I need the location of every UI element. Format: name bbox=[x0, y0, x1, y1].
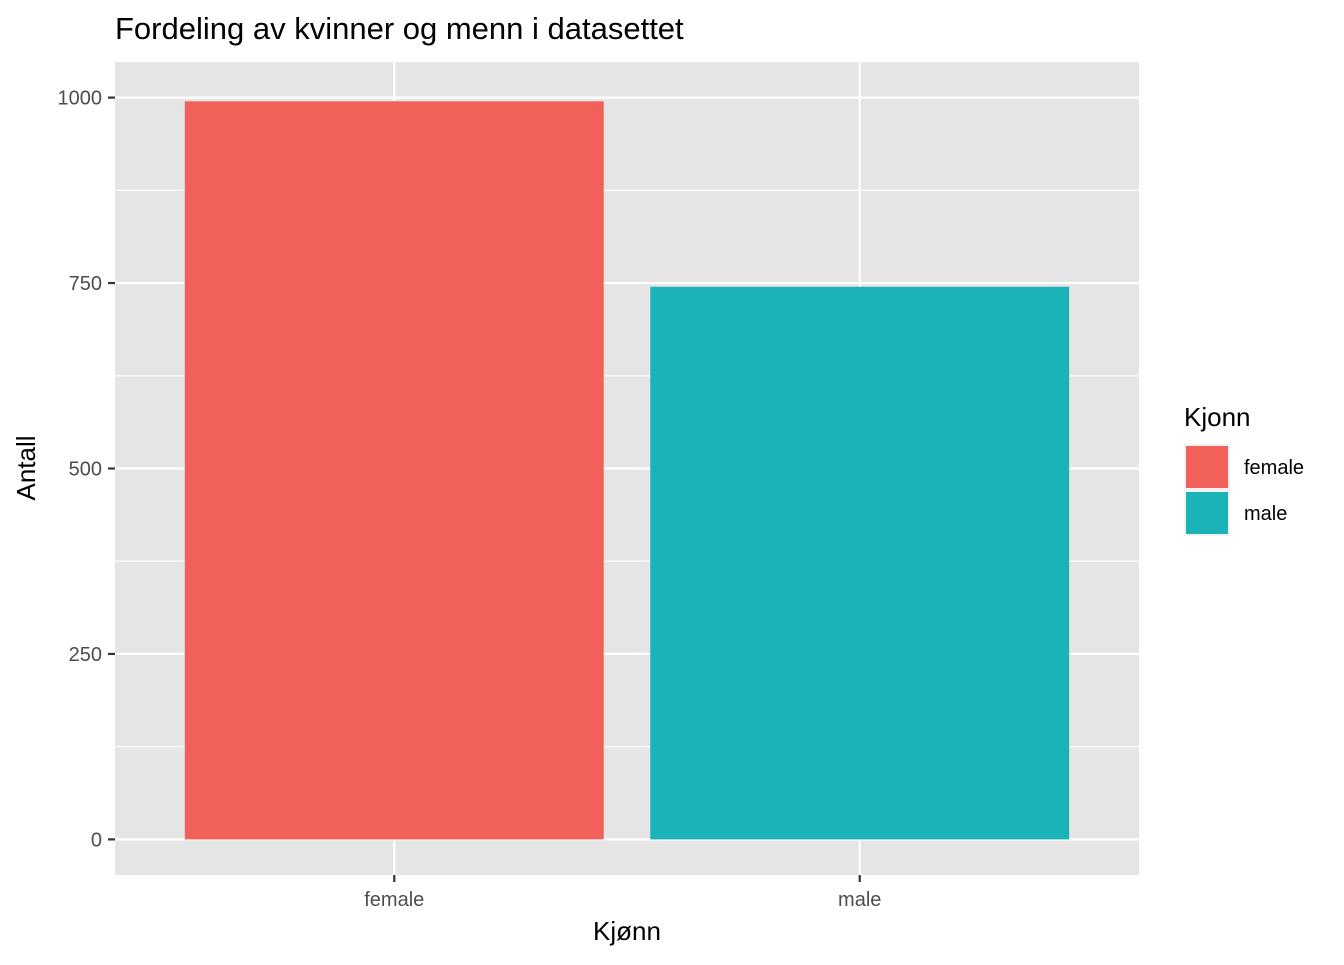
y-axis: 0 250 500 750 1000 bbox=[58, 88, 115, 851]
y-tick-label: 1000 bbox=[58, 88, 103, 110]
y-tick-label: 500 bbox=[69, 459, 102, 481]
legend-title: Kjonn bbox=[1184, 402, 1251, 432]
legend-swatch-male bbox=[1186, 492, 1228, 534]
x-tick-label: male bbox=[838, 889, 881, 911]
x-axis-title: Kjønn bbox=[593, 916, 661, 946]
y-axis-title: Antall bbox=[11, 435, 41, 500]
legend: Kjonn female male bbox=[1184, 402, 1304, 536]
y-tick-label: 0 bbox=[91, 829, 102, 851]
bar-male bbox=[650, 286, 1070, 840]
x-axis: female male bbox=[364, 875, 881, 911]
legend-swatch-female bbox=[1186, 446, 1228, 488]
bar-female bbox=[184, 101, 604, 840]
y-tick-label: 750 bbox=[69, 273, 102, 295]
x-tick-label: female bbox=[364, 889, 424, 911]
legend-label-male: male bbox=[1244, 503, 1287, 525]
y-tick-label: 250 bbox=[69, 644, 102, 666]
legend-label-female: female bbox=[1244, 457, 1304, 479]
chart-title: Fordeling av kvinner og menn i datasette… bbox=[115, 11, 684, 46]
bars-group bbox=[184, 101, 1070, 840]
